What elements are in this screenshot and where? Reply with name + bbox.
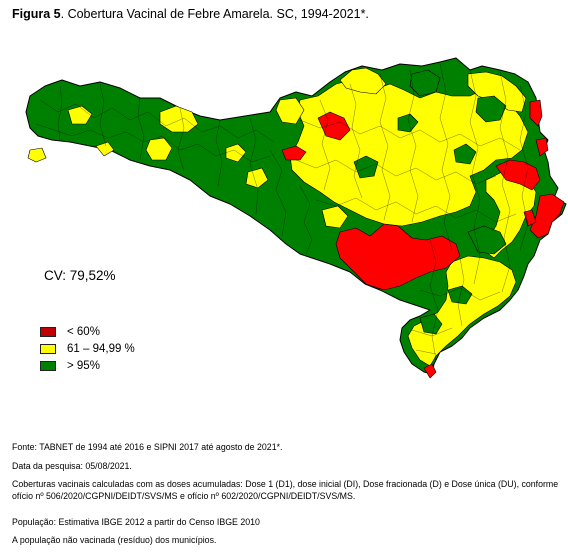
region-mid-west-7 [95,141,115,157]
region-low-east-4 [523,209,537,227]
region-low-west [281,145,307,161]
figure-title: Figura 5. Cobertura Vacinal de Febre Ama… [12,7,369,21]
municipal-boundaries [35,63,529,361]
map-legend: < 60% 61 – 94,99 % > 95% [40,323,135,374]
research-date-note: Data da pesquisa: 05/08/2021. [12,461,132,471]
method-note: Coberturas vacinais calculadas com as do… [12,479,559,501]
region-mid-central [289,79,529,227]
region-low-south-central [335,223,461,291]
region-high-patch-1 [409,69,441,97]
population-note: População: Estimativa IBGE 2012 a partir… [12,517,260,527]
region-mid-west-2 [145,137,173,161]
coverage-value: CV: 79,52% [44,268,116,283]
region-low-east-2 [535,137,549,157]
region-mid-west-6 [245,167,269,189]
region-mid-west-4 [27,147,47,163]
legend-swatch-mid [40,343,56,354]
source-note: Fonte: TABNET de 1994 até 2016 e SIPNI 2… [12,442,283,452]
region-low-northeast [529,99,543,127]
region-high-patch-5 [453,143,477,165]
figure-title-text: . Cobertura Vacinal de Febre Amarela. SC… [60,7,369,21]
legend-item-low: < 60% [40,323,135,340]
region-high-patch-7 [419,313,443,335]
coverage-low-regions [281,99,565,379]
coverage-mid-regions [27,67,537,367]
figure-label: Figura 5 [12,7,61,21]
region-mid-south [407,255,517,367]
region-high-patch-2 [475,95,507,123]
region-high-patch-8 [397,113,419,133]
region-mid-north [339,67,387,95]
legend-item-high: > 95% [40,357,135,374]
region-mid-northeast [467,71,527,113]
region-high-patch-3 [353,155,379,179]
region-mid-west-1 [159,105,199,133]
region-mid-southwest [321,205,349,229]
legend-swatch-high [40,360,56,371]
legend-label-high: > 95% [67,359,100,372]
santa-catarina-map [25,57,567,379]
legend-item-mid: 61 – 94,99 % [40,340,135,357]
coverage-high-patches [353,69,507,335]
legend-label-mid: 61 – 94,99 % [67,342,135,355]
region-mid-center-west [275,97,305,125]
region-low-east-1 [495,159,541,191]
region-low-center-north [317,111,351,141]
legend-swatch-low [40,326,56,337]
region-low-southern-tip [423,363,437,379]
unvaccinated-note: A população não vacinada (resíduo) dos m… [12,535,217,545]
legend-label-low: < 60% [67,325,100,338]
region-high-patch-4 [467,225,507,255]
region-mid-west-5 [225,143,247,163]
